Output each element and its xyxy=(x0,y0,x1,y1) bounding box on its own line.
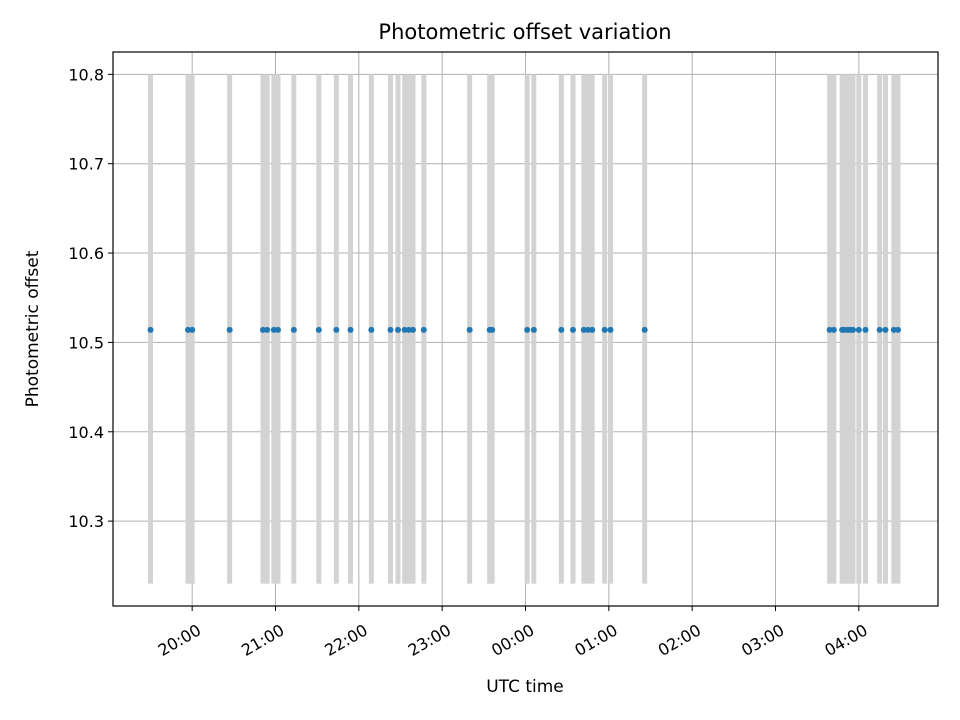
data-point xyxy=(589,326,596,333)
data-point xyxy=(530,326,537,333)
data-point xyxy=(420,326,427,333)
data-point xyxy=(890,326,897,333)
data-point xyxy=(347,326,354,333)
data-point xyxy=(401,326,408,333)
y-tick-label: 10.5 xyxy=(68,333,104,352)
data-point xyxy=(558,326,565,333)
y-axis-ticks: 10.3 10.4 10.5 10.6 10.7 10.8 xyxy=(68,65,113,531)
data-point xyxy=(570,326,576,333)
y-axis-label: Photometric offset xyxy=(23,250,43,407)
y-tick-label: 10.6 xyxy=(68,244,104,263)
data-point xyxy=(290,326,297,333)
data-point xyxy=(466,326,473,333)
data-point xyxy=(189,326,196,333)
data-point xyxy=(580,326,587,333)
data-point xyxy=(333,326,340,333)
data-point xyxy=(147,326,154,333)
x-tick-label: 03:00 xyxy=(738,620,787,660)
x-tick-label: 21:00 xyxy=(238,620,287,660)
data-point xyxy=(585,326,591,333)
data-point xyxy=(524,326,531,333)
data-point xyxy=(226,326,233,333)
data-point xyxy=(601,326,608,333)
x-tick-label: 00:00 xyxy=(488,620,537,660)
data-point xyxy=(270,326,277,333)
x-tick-label: 02:00 xyxy=(655,620,704,660)
x-tick-label: 20:00 xyxy=(155,620,204,660)
x-tick-label: 23:00 xyxy=(405,620,454,660)
data-point xyxy=(876,326,883,333)
y-tick-label: 10.7 xyxy=(68,155,104,174)
x-axis-ticks: 20:00 21:00 22:00 23:00 00:00 01:00 02:00 03:00… xyxy=(155,606,871,660)
data-point xyxy=(830,326,837,333)
data-point xyxy=(607,326,614,333)
y-tick-label: 10.8 xyxy=(68,65,104,84)
data-point xyxy=(368,326,375,333)
chart-title: Photometric offset variation xyxy=(378,20,671,44)
data-point xyxy=(264,326,271,333)
data-point xyxy=(850,326,856,333)
data-point xyxy=(410,326,416,333)
data-point xyxy=(862,326,869,333)
x-axis-label: UTC time xyxy=(486,677,564,697)
x-tick-label: 22:00 xyxy=(321,620,370,660)
data-point xyxy=(489,326,496,333)
data-point xyxy=(882,326,889,333)
data-points xyxy=(147,326,901,333)
y-tick-label: 10.4 xyxy=(68,423,104,442)
data-point xyxy=(855,326,862,333)
data-point xyxy=(895,326,901,333)
data-point xyxy=(641,326,648,333)
x-tick-label: 01:00 xyxy=(571,620,620,660)
data-point xyxy=(260,326,266,333)
data-point xyxy=(387,326,394,333)
y-tick-label: 10.3 xyxy=(68,512,104,531)
data-point xyxy=(185,326,191,333)
data-point xyxy=(315,326,322,333)
data-point xyxy=(275,326,281,333)
data-point xyxy=(826,326,833,333)
x-tick-label: 04:00 xyxy=(821,620,870,660)
data-point xyxy=(405,326,412,333)
data-point xyxy=(395,326,401,333)
